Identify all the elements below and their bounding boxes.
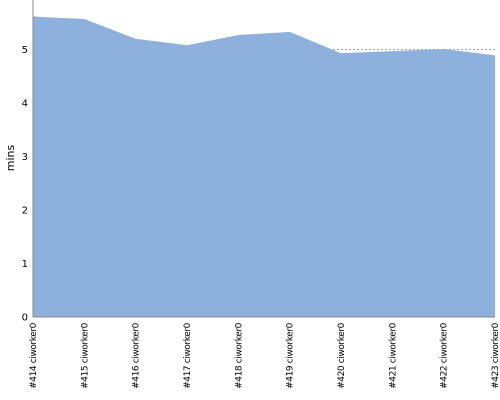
y-tick-labels: 0 1 2 3 4 5 bbox=[22, 45, 28, 324]
y-tick-label: 2 bbox=[22, 206, 28, 217]
x-tick-label: #419 ciworker0 bbox=[286, 322, 296, 389]
x-tick-labels: #414 ciworker0 #415 ciworker0 #416 ciworke… bbox=[29, 322, 500, 389]
y-tick-label: 1 bbox=[22, 259, 28, 270]
x-tick-label: #423 ciworker0 bbox=[491, 322, 500, 389]
series-area bbox=[33, 16, 495, 318]
x-tick-label: #422 ciworker0 bbox=[440, 322, 450, 389]
axes bbox=[32, 0, 495, 318]
x-tick-label: #421 ciworker0 bbox=[388, 322, 398, 389]
x-tick-label: #414 ciworker0 bbox=[29, 322, 39, 389]
y-tick-label: 3 bbox=[22, 152, 28, 163]
x-tick-label: #416 ciworker0 bbox=[132, 322, 142, 389]
y-tick-label: 0 bbox=[22, 313, 28, 324]
x-tick-label: #418 ciworker0 bbox=[234, 322, 244, 389]
y-axis-title: mins bbox=[4, 144, 17, 171]
x-tick-label: #417 ciworker0 bbox=[183, 322, 193, 389]
y-tick-label: 5 bbox=[22, 45, 28, 56]
y-tick-label: 4 bbox=[22, 99, 28, 110]
x-tick-label: #415 ciworker0 bbox=[80, 322, 90, 389]
x-tick-label: #420 ciworker0 bbox=[337, 322, 347, 389]
